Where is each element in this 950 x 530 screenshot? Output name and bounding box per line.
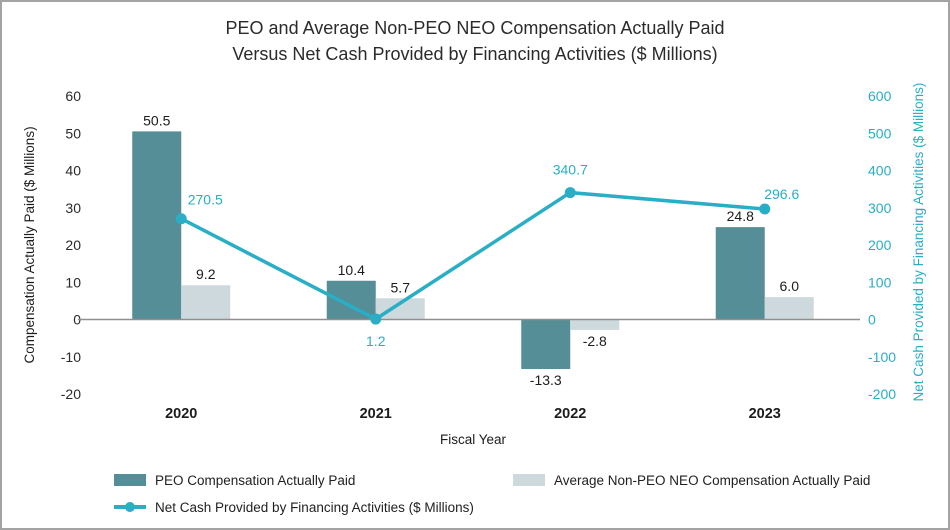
bar-value-label-peo-2020: 50.5	[143, 112, 170, 128]
bar-peo-2023	[715, 227, 765, 320]
left-axis-title: Compensation Actually Paid ($ Millions)	[22, 126, 37, 363]
legend-label-peo: PEO Compensation Actually Paid	[155, 472, 356, 488]
legend-item-netcash: Net Cash Provided by Financing Activitie…	[114, 499, 474, 515]
bar-value-label-peo-2022: -13.3	[530, 372, 562, 388]
line-point-2022	[564, 187, 576, 199]
legend-swatch-nonpeo	[513, 474, 545, 486]
left-axis-tick-0: 0	[73, 312, 81, 328]
chart-title: PEO and Average Non-PEO NEO Compensation…	[2, 15, 948, 67]
line-value-label-2022: 340.7	[553, 162, 588, 178]
left-axis-tick-50: 50	[65, 125, 81, 141]
bar-nonpeo-2021	[375, 298, 425, 320]
chart-title-line2: Versus Net Cash Provided by Financing Ac…	[232, 44, 718, 64]
legend-swatch-peo	[114, 474, 146, 486]
line-point-2021	[370, 313, 382, 325]
x-tick-2023: 2023	[749, 406, 781, 422]
left-axis-tick-20: 20	[65, 237, 81, 253]
legend-label-netcash: Net Cash Provided by Financing Activitie…	[155, 499, 474, 515]
line-point-2023	[759, 203, 771, 215]
legend-item-peo: PEO Compensation Actually Paid	[114, 472, 355, 488]
left-axis-tick-40: 40	[65, 163, 81, 179]
x-tick-2021: 2021	[360, 406, 392, 422]
left-axis-tick-60: 60	[65, 88, 81, 104]
left-axis-tick-10: 10	[65, 274, 81, 290]
bar-nonpeo-2022	[570, 319, 620, 330]
x-tick-2022: 2022	[554, 406, 586, 422]
right-axis-tick-600: 600	[868, 88, 892, 104]
line-value-label-2023: 296.6	[764, 186, 799, 202]
bar-peo-2020	[132, 131, 182, 320]
right-axis-tick-500: 500	[868, 125, 892, 141]
bar-value-label-peo-2021: 10.4	[338, 262, 365, 278]
left-axis-tick--10: -10	[61, 349, 81, 365]
netcash-line	[180, 190, 765, 322]
bar-value-label-nonpeo-2023: 6.0	[780, 278, 800, 294]
right-axis-tick--100: -100	[868, 349, 896, 365]
bar-value-label-peo-2023: 24.8	[727, 208, 754, 224]
left-axis-tick--20: -20	[61, 386, 81, 402]
x-axis-title: Fiscal Year	[440, 432, 507, 447]
bar-value-label-nonpeo-2021: 5.7	[391, 279, 411, 295]
legend-swatch-netcash	[114, 501, 146, 513]
right-axis-tick-100: 100	[868, 274, 892, 290]
line-value-label-2020: 270.5	[188, 192, 223, 208]
right-axis-tick-300: 300	[868, 200, 892, 216]
legend-label-nonpeo: Average Non-PEO NEO Compensation Actuall…	[554, 472, 871, 488]
line-value-label-2021: 1.2	[366, 333, 386, 349]
bar-nonpeo-2023	[764, 297, 814, 320]
left-axis-tick-30: 30	[65, 200, 81, 216]
bar-value-label-nonpeo-2022: -2.8	[583, 333, 607, 349]
right-axis-tick-200: 200	[868, 237, 892, 253]
right-axis-title: Net Cash Provided by Financing Activitie…	[911, 83, 926, 402]
chart-title-line1: PEO and Average Non-PEO NEO Compensation…	[225, 18, 725, 38]
legend-item-nonpeo: Average Non-PEO NEO Compensation Actuall…	[513, 472, 870, 488]
bar-value-label-nonpeo-2020: 9.2	[196, 266, 216, 282]
right-axis-tick--200: -200	[868, 386, 896, 402]
right-axis-tick-0: 0	[868, 312, 876, 328]
legend-line-marker-icon	[125, 502, 135, 512]
right-axis-tick-400: 400	[868, 163, 892, 179]
line-point-2020	[175, 213, 187, 225]
x-tick-2020: 2020	[165, 406, 197, 422]
bar-peo-2022	[521, 319, 571, 370]
bar-nonpeo-2020	[181, 285, 231, 320]
